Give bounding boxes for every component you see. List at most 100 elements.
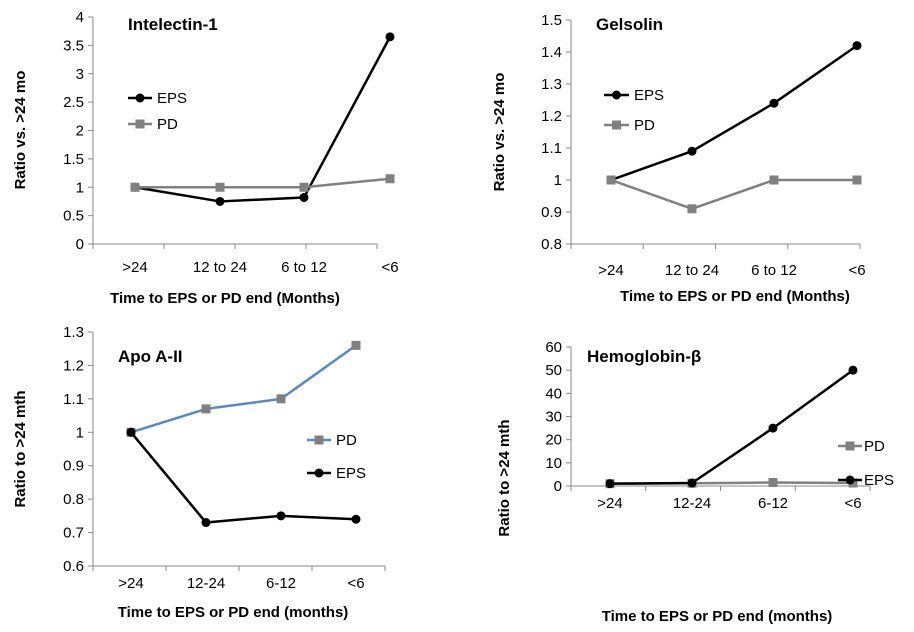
y-axis-label: Ratio vs. >24 mo [12,71,29,190]
y-tick-label: 1.2 [63,357,84,374]
chart-panel-2: Gelsolin Ratio vs. >24 mo Time to EPS or P… [491,12,866,305]
y-tick-label: 1.5 [541,12,562,29]
y-tick-label: 0 [76,236,84,253]
x-tick-label: 12 to 24 [193,259,247,276]
x-tick-label: <6 [844,495,861,512]
x-axis-label: Time to EPS or PD end (months) [602,608,833,625]
chart-panel-3: Apo A-II Ratio to >24 mth Time to EPS or P… [12,324,386,621]
y-tick-label: 1.1 [541,140,562,157]
y-tick-label: 0.9 [541,204,562,221]
legend-label-eps: EPS [634,87,664,104]
y-tick-label: 1.2 [541,108,562,125]
y-tick-label: 0.5 [63,208,84,225]
series-line-eps [130,431,357,524]
x-tick-label: >24 [598,262,623,279]
x-tick-label: <6 [347,575,364,592]
x-tick-label: <6 [848,262,865,279]
legend-marker-pd [845,441,855,451]
y-tick-label: 60 [545,339,562,356]
legend-label-pd: PD [864,438,885,455]
data-point-eps [768,423,778,433]
x-axis-label: Time to EPS or PD end (months) [118,604,349,621]
data-point-pd [201,404,211,414]
x-tick-label: >24 [122,259,147,276]
legend-label-eps: EPS [336,465,366,482]
x-tick-label: 12-24 [187,575,225,592]
data-point-pd [687,204,697,214]
legend-label-pd: PD [157,116,178,133]
legend-marker-pd [314,435,324,445]
legend-marker-eps [135,93,145,103]
y-tick-label: 0.6 [63,558,84,575]
y-tick-label: 0.8 [63,491,84,508]
y-tick-label: 3 [76,66,84,83]
legend-marker-pd [135,119,145,129]
data-point-pd [852,175,862,185]
y-tick-label: 2 [76,123,84,140]
y-tick-label: 30 [545,409,562,426]
data-point-eps [299,192,309,202]
x-tick-label: 6-12 [266,575,296,592]
y-tick-label: 4 [76,9,84,26]
chart-panel-4: Hemoglobin-β Ratio to >24 mth Time to EPS … [496,339,894,625]
series-line-pd [610,178,857,211]
y-tick-label: 20 [545,432,562,449]
data-point-pd [385,174,395,184]
x-axis-label: Time to EPS or PD end (Months) [110,290,340,307]
data-point-eps [215,196,225,206]
x-tick-label: 12 to 24 [665,262,719,279]
legend-marker-pd [612,120,621,130]
x-tick-label: 12-24 [673,495,711,512]
chart-title: Intelectin-1 [128,15,218,34]
chart-title: Hemoglobin-β [587,347,701,366]
data-point-pd [130,182,140,192]
data-point-eps [769,98,779,108]
series-line-eps [610,44,858,182]
y-axis-label: Ratio to >24 mth [12,390,29,507]
data-point-pd [276,394,286,404]
series-line-pd [135,177,391,189]
y-tick-label: 50 [545,362,562,379]
y-axis-label: Ratio to >24 mth [496,419,513,536]
data-point-eps [687,146,697,156]
y-tick-label: 1.3 [63,324,84,341]
y-tick-label: 0.9 [63,458,84,475]
data-point-eps [126,427,136,437]
series-line-eps [134,36,392,203]
y-tick-label: 1.3 [541,76,562,93]
y-tick-label: 0.7 [63,525,84,542]
data-point-eps [687,478,697,488]
data-point-pd [768,478,778,488]
y-tick-label: 1 [76,179,84,196]
y-tick-label: 3.5 [63,37,84,54]
series-line-eps [609,369,854,485]
y-axis-label: Ratio vs. >24 mo [491,73,508,192]
legend-label-eps: EPS [157,90,187,107]
x-tick-label: >24 [118,575,143,592]
data-point-eps [276,511,286,521]
y-tick-label: 0.8 [541,236,562,253]
x-tick-label: >24 [597,495,622,512]
legend-label-pd: PD [336,432,357,449]
x-tick-label: 6 to 12 [751,262,797,279]
y-tick-label: 1 [76,424,84,441]
y-tick-label: 1 [554,172,562,189]
y-tick-label: 0 [554,478,562,495]
chart-title: Gelsolin [596,15,663,34]
x-tick-label: 6-12 [758,495,788,512]
chart-title: Apo A-II [118,347,183,366]
data-point-eps [385,32,395,42]
data-point-eps [201,518,211,528]
data-point-eps [848,365,858,375]
legend-label-pd: PD [634,117,655,134]
data-point-eps [351,514,361,524]
chart-panel-1: Intelectin-1 Ratio vs. >24 mo Time to EPS … [12,9,399,307]
series-line-pd [130,344,357,434]
data-point-pd [351,340,361,350]
legend-marker-eps [612,90,621,100]
x-axis-label: Time to EPS or PD end (Months) [620,288,850,305]
y-tick-label: 1.1 [63,391,84,408]
data-point-pd [606,175,616,185]
data-point-pd [215,182,225,192]
